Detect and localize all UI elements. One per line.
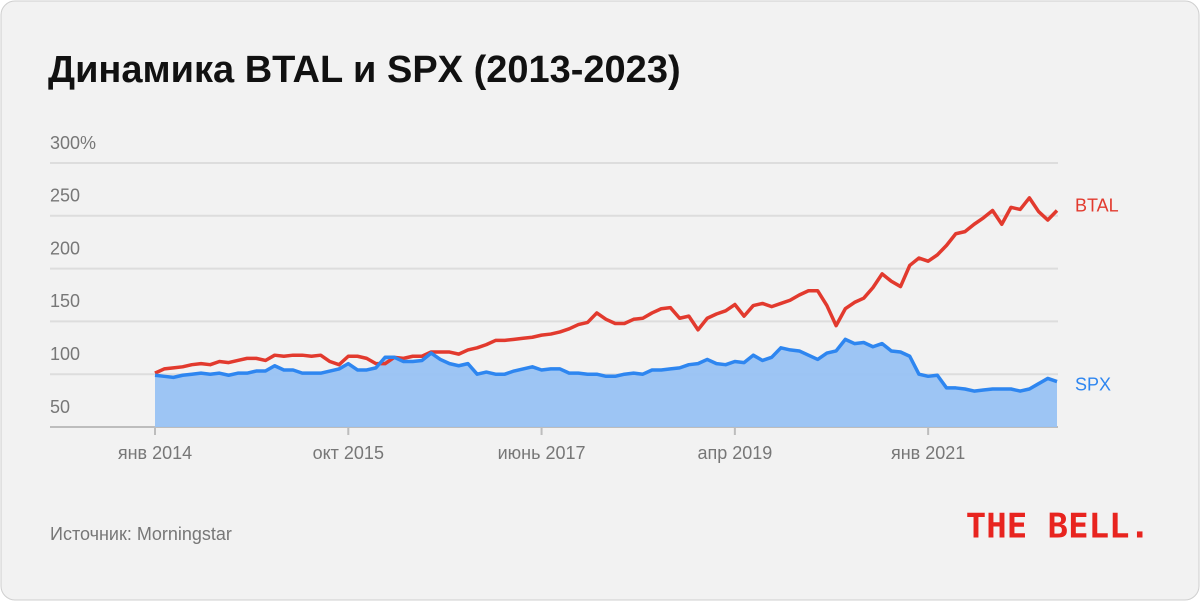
y-tick-label: 150 [50,291,80,311]
x-tick-label: янв 2014 [118,443,192,463]
y-tick-label: 300% [50,133,96,153]
area [155,339,1057,427]
line [154,337,1058,393]
x-tick-label: янв 2021 [891,443,965,463]
x-tick-label: июнь 2017 [498,443,586,463]
y-tick-label: 200 [50,238,80,258]
source: Источник: Morningstar [50,524,232,544]
x-tick-label: окт 2015 [313,443,384,463]
y-tick-label: 100 [50,344,80,364]
series-label: BTAL [1075,195,1119,215]
logo: THE BELL. [966,507,1150,547]
y-tick-label: 50 [50,397,70,417]
line [154,196,1059,375]
chart-title: Динамика BTAL и SPX (2013-2023) [48,49,681,91]
plot: 50 100 150 200 250 300% янв 2014 окт 2015 июнь 2… [50,133,1119,463]
y-tick-label: 250 [50,186,80,206]
series-label: SPX [1075,374,1111,394]
x-tick-label: апр 2019 [697,443,772,463]
